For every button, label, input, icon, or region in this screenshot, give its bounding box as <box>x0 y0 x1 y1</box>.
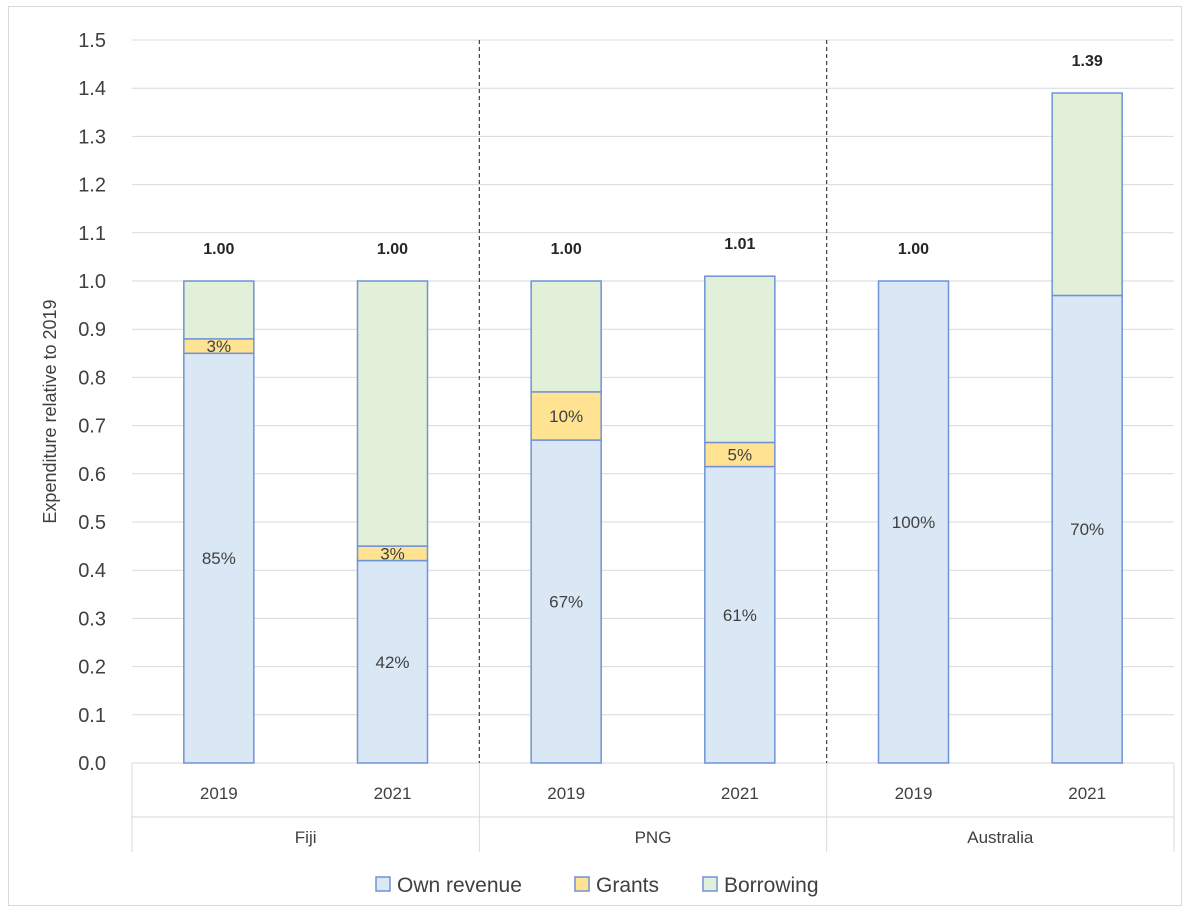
bar-total-label: 1.39 <box>1072 53 1103 70</box>
y-tick-label: 0.9 <box>78 319 106 341</box>
x-tick-label: 2019 <box>547 784 585 803</box>
legend-swatch-own-revenue <box>375 876 391 892</box>
y-tick-label: 0.1 <box>78 705 106 727</box>
segment-data-label: 67% <box>549 593 583 612</box>
bar-segment-own-revenue <box>704 465 776 764</box>
y-tick-label: 0.5 <box>78 512 106 534</box>
segment-data-label: 3% <box>380 544 405 563</box>
x-tick-label: 2019 <box>200 784 238 803</box>
bar-segment-borrowing <box>704 275 776 444</box>
group-label: Fiji <box>295 828 317 847</box>
segment-data-label: 10% <box>549 407 583 426</box>
x-tick-label: 2019 <box>895 784 933 803</box>
chart-frame <box>8 6 1182 906</box>
legend-swatch-grants <box>574 876 590 892</box>
segment-data-label: 61% <box>723 606 757 625</box>
legend-swatch-borrowing <box>702 876 718 892</box>
legend-label: Borrowing <box>724 874 819 897</box>
bar-segment-borrowing <box>530 280 602 393</box>
y-tick-label: 0.7 <box>78 416 106 438</box>
y-axis-title: Expenditure relative to 2019 <box>40 299 60 523</box>
y-tick-label: 0.2 <box>78 657 106 679</box>
y-tick-label: 1.3 <box>78 126 106 148</box>
legend-label: Own revenue <box>397 874 522 897</box>
segment-data-label: 100% <box>892 513 935 532</box>
y-tick-label: 1.5 <box>78 30 106 52</box>
y-tick-label: 0.4 <box>78 560 106 582</box>
bar-segment-own-revenue <box>1051 294 1123 764</box>
y-tick-label: 0.8 <box>78 367 106 389</box>
legend-label: Grants <box>596 874 659 897</box>
segment-data-label: 42% <box>375 653 409 672</box>
x-tick-label: 2021 <box>1068 784 1106 803</box>
segment-data-label: 3% <box>207 337 232 356</box>
segment-data-label: 70% <box>1070 520 1104 539</box>
bar-total-label: 1.00 <box>898 241 929 258</box>
bar-total-label: 1.00 <box>377 241 408 258</box>
segment-data-label: 5% <box>728 446 753 465</box>
y-tick-label: 0.0 <box>78 753 106 775</box>
segment-data-label: 85% <box>202 549 236 568</box>
y-tick-label: 0.3 <box>78 608 106 630</box>
bar-segment-grants <box>530 391 602 441</box>
bar-total-label: 1.00 <box>203 241 234 258</box>
y-tick-label: 1.2 <box>78 175 106 197</box>
x-tick-label: 2021 <box>721 784 759 803</box>
bar-total-label: 1.01 <box>724 236 755 253</box>
bar-segment-own-revenue <box>877 280 950 764</box>
y-tick-label: 1.4 <box>78 78 106 100</box>
bar-segment-own-revenue <box>356 559 429 764</box>
bar-segment-borrowing <box>1051 92 1123 297</box>
bar-segment-own-revenue <box>530 439 602 764</box>
group-label: PNG <box>635 828 672 847</box>
x-tick-label: 2021 <box>374 784 412 803</box>
bar-segment-own-revenue <box>183 352 255 764</box>
y-tick-label: 1.0 <box>78 271 106 293</box>
group-label: Australia <box>967 828 1034 847</box>
y-tick-label: 1.1 <box>78 223 106 245</box>
y-tick-label: 0.6 <box>78 464 106 486</box>
bar-segment-borrowing <box>183 280 255 340</box>
bar-total-label: 1.00 <box>551 241 582 258</box>
bar-segment-borrowing <box>356 280 429 547</box>
